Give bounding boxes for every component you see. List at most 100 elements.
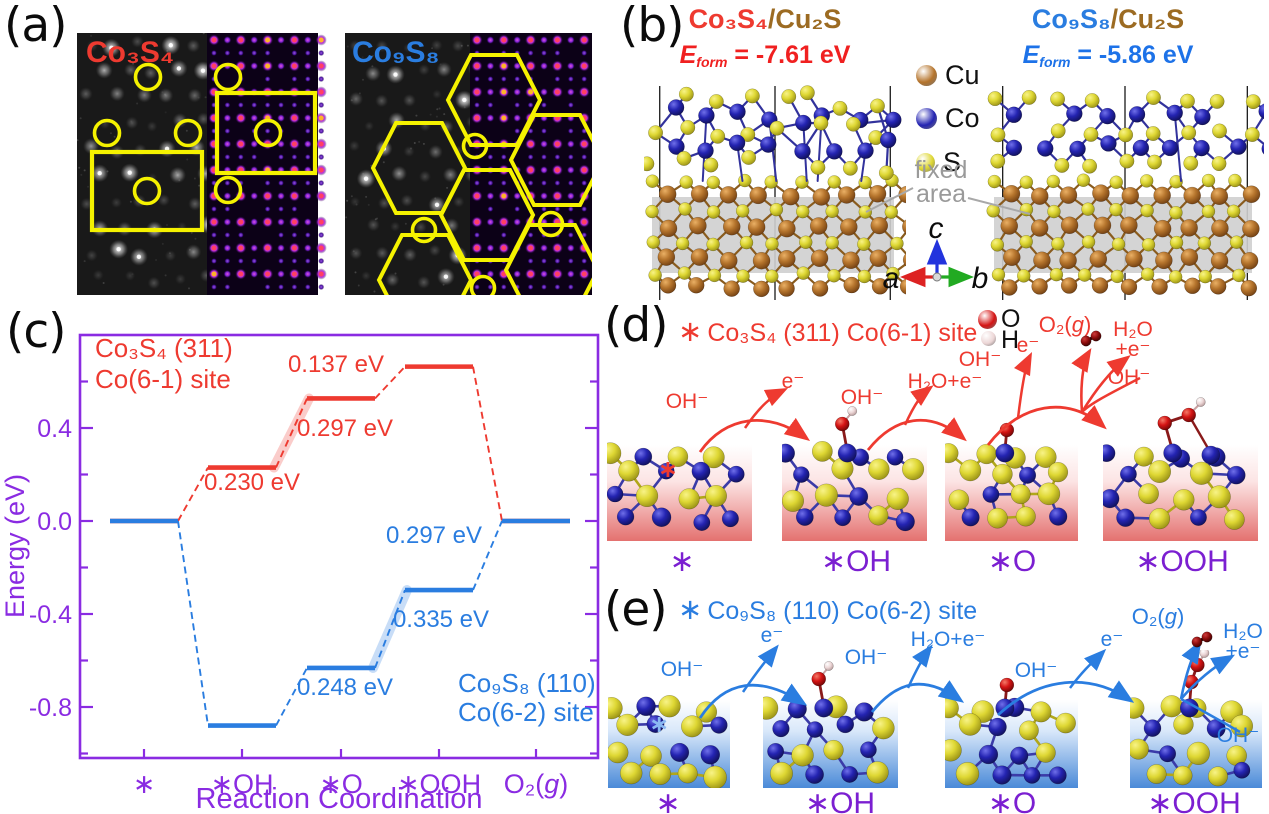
reaction-arrows [698, 347, 1141, 453]
step-label-star2: ∗ [655, 787, 681, 814]
active-site-star: ∗ [649, 711, 669, 738]
step-label-o: ∗O [987, 545, 1037, 578]
energy-diagram: 0.4 0.0 -0.4 -0.8 ∗ ∗OH ∗O ∗OOH O₂(g) Energy (eV)… [0, 333, 600, 814]
legend-row-cu: Cu [916, 60, 980, 91]
reactant-label: OH⁻ [1015, 659, 1058, 682]
panel-a-letter: (a) [4, 0, 67, 53]
legend-row-s: S [916, 147, 961, 178]
x-category-label: O₂(g) [504, 769, 569, 799]
surface-atoms [782, 441, 925, 532]
co3s4-annotations [89, 62, 318, 233]
o2-molecule [1191, 631, 1213, 648]
y-tick-label: 0.0 [37, 508, 72, 536]
s-atom-icon [916, 153, 935, 172]
axis-b-label: b [972, 262, 989, 295]
surface-atoms [1130, 695, 1254, 787]
product-label: e⁻ [1101, 628, 1124, 651]
surface-ooh-co3s4 [1103, 397, 1258, 541]
h-legend-label: H [1001, 326, 1020, 354]
o2-molecule [1080, 330, 1102, 347]
cu2s-title-suffix: /Cu₂S [767, 4, 842, 34]
site-star-icon: ∗ [678, 316, 703, 348]
panel-b-letter: (b) [620, 0, 685, 53]
fixed-area-line1: fixed [914, 156, 968, 184]
cu2s-atoms [986, 173, 1261, 297]
product-label: e⁻ [1017, 334, 1040, 357]
stem-image-pairs [77, 33, 592, 295]
step-energy-label: 0.248 eV [297, 674, 393, 701]
oh-label: OH⁻ [1108, 366, 1151, 389]
co9s8-formation-energy: Eform = -5.86 eV [985, 41, 1231, 70]
legend-row-co: Co [916, 103, 980, 134]
adsorbate [1157, 397, 1220, 465]
co9s8-cu2s-structure [986, 86, 1264, 300]
reactant-label: OH⁻ [666, 390, 709, 413]
surface-o-co3s4 [945, 422, 1078, 541]
panel-e-letter: (e) [604, 582, 668, 637]
step-energy-label: 0.137 eV [288, 351, 384, 378]
surface-star-co9s8: ∗ [608, 695, 730, 788]
eform-symbol2: E [1022, 41, 1040, 69]
surface-oh-co3s4 [782, 406, 927, 541]
e-label: +e⁻ [1115, 338, 1150, 361]
oh-label: OH⁻ [1217, 724, 1260, 747]
cu2s-title-suffix2: /Cu₂S [1110, 4, 1185, 34]
x-category-label: ∗O [319, 769, 363, 799]
co9s8-stem-label: Co₉S₈ [352, 36, 440, 69]
cu2s-atoms [645, 173, 906, 298]
eform-subscript2: form [1039, 54, 1071, 70]
reactant-label: OH⁻ [845, 646, 888, 669]
series-name-line: Co₉S₈ (110) [458, 668, 596, 698]
reactant-label: OH⁻ [959, 348, 1002, 371]
panel-e-title: ∗ Co₉S₈ (110) Co(6-2) site [678, 592, 977, 627]
product-label: e⁻ [782, 370, 805, 393]
o-legend-label: O [1001, 305, 1021, 333]
panel-d-arrows: OH⁻e⁻OH⁻H₂O+e⁻OH⁻e⁻O₂(g) H₂O+e⁻OH⁻ [666, 312, 1153, 453]
product-label: H₂O+e⁻ [911, 628, 986, 651]
h2o-label: H₂O [1223, 620, 1263, 643]
surface-atoms [607, 442, 745, 531]
co3s4-cu2s-structure [644, 85, 906, 300]
eform-subscript: form [696, 54, 728, 70]
co3s4-cu2s-title: Co₃S₄/Cu₂S [648, 4, 882, 35]
step-label-o2: ∗O [987, 787, 1037, 814]
x-category-label: ∗ [133, 769, 156, 799]
series-name-line: Co₃S₄ (311) [95, 333, 233, 363]
axis-c-label: c [929, 212, 944, 245]
surface-star-co3s4: ∗ [607, 442, 752, 541]
panel-d-title: ∗ Co₃S₄ (311) Co(6-1) site [678, 314, 977, 349]
panel-e-arrows: OH⁻ e⁻ OH⁻ H₂O+e⁻ OH⁻ e⁻ O₂(g) H₂O+e⁻ OH⁻ [661, 604, 1263, 747]
surface-o-co9s8 [945, 677, 1078, 788]
series-0: 0.230 eV 0.297 eV 0.137 eV Co₃S₄ (311)Co(6-… [95, 333, 570, 524]
co3s4-formation-energy: Eform = -7.61 eV [648, 41, 882, 70]
eform-value: = -7.61 eV [727, 41, 851, 69]
o-atom-icon [978, 310, 997, 329]
y-tick-label: -0.4 [29, 601, 72, 629]
step-label-ooh: ∗OOH [1135, 545, 1229, 578]
product-label: e⁻ [761, 624, 784, 647]
step-energy-label: 0.297 eV [297, 415, 393, 442]
e-label: +e⁻ [1225, 640, 1260, 663]
series-1: 0.248 eV 0.335 eV 0.297 eV Co₉S₈ (110)Co(6-… [110, 518, 596, 728]
co9s8-cu2s-title: Co₉S₈/Cu₂S [985, 4, 1231, 35]
step-label-star: ∗ [669, 545, 695, 578]
surface-atoms [608, 695, 728, 788]
axis-gizmo: ca b [883, 212, 989, 295]
fixed-area-label: fixed area [906, 156, 976, 207]
series-name-line: Co(6-2) site [458, 697, 594, 727]
axis-ticks [80, 380, 598, 758]
step-energy-label: 0.335 eV [393, 606, 489, 633]
coxsy-atoms [644, 85, 902, 181]
site-star-icon2: ∗ [678, 594, 703, 626]
panel-d-letter: (d) [604, 298, 669, 353]
s-legend-label: S [943, 147, 962, 177]
surface-oh-co9s8 [763, 661, 898, 788]
x-axis-title: Reaction Coordination [196, 783, 483, 814]
adsorbate [811, 661, 834, 718]
panel-d-title-text: Co₃S₄ (311) Co(6-1) site [707, 319, 978, 347]
panel-b-overlay: ca b [865, 187, 1031, 295]
h2o-label: H₂O [1113, 318, 1153, 341]
reactant-label: OH⁻ [841, 386, 884, 409]
eform-value2: = -5.86 eV [1070, 41, 1194, 69]
